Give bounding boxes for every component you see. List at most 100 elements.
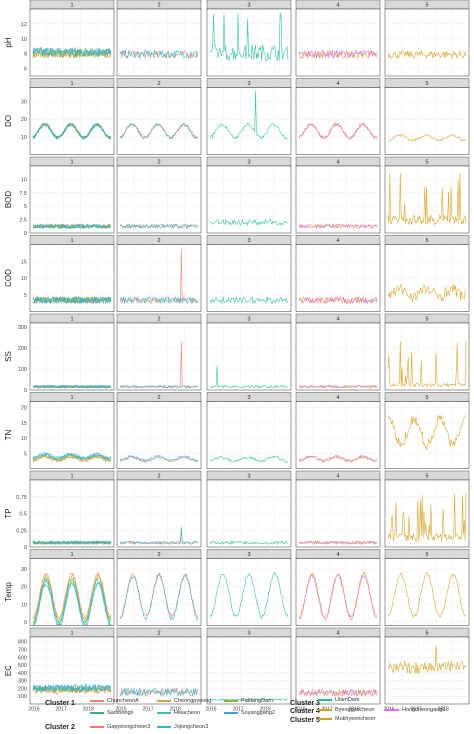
facet-strip-label: 2 — [157, 238, 160, 244]
series-line-mukhyeoncheon-ph — [387, 49, 467, 60]
y-tick-label: 10 — [21, 602, 27, 608]
legend-cluster-5-title: Cluster 5 — [290, 717, 320, 724]
facet-strip-label: 2 — [157, 552, 160, 558]
facet-panel — [384, 8, 470, 77]
series-line-mukhyeoncheon-ec — [387, 646, 467, 675]
y-tick-label: 200 — [18, 686, 27, 692]
series-line-gapyeongcheon3-cod — [119, 249, 199, 305]
row-label-cod: COD — [4, 269, 13, 287]
y-tick-label: 800 — [18, 640, 27, 646]
y-tick-label: 400 — [18, 671, 27, 677]
y-tick-label: 10 — [21, 276, 27, 282]
y-tick-label: 5 — [24, 293, 27, 299]
series-line-gapyeongcheon3-ph — [119, 50, 199, 60]
facet-panel — [116, 87, 202, 155]
series-line-uiamdam-ec — [209, 698, 289, 702]
facet-strip-label: 1 — [70, 552, 73, 558]
facet-strip-label: 4 — [336, 474, 339, 480]
facet-strip-label: 3 — [247, 395, 250, 401]
legend-cluster-2-title: Cluster 2 — [45, 724, 75, 731]
series-line-soyanggang2-ss — [32, 384, 112, 389]
x-tick-label: 2017 — [143, 707, 154, 713]
series-line-jojongcheon3-ss — [119, 384, 199, 389]
facet-strip-label: 2 — [157, 317, 160, 323]
facet-strip-label: 2 — [157, 81, 160, 87]
x-tick-label: 2018 — [260, 707, 271, 713]
y-tick-label: 0 — [24, 545, 27, 551]
series-line-soyanggang2-tn — [32, 452, 112, 460]
facet-strip-label: 3 — [247, 552, 250, 558]
y-tick-label: 0 — [24, 388, 27, 394]
legend-swatch-cheongpyeong — [157, 699, 171, 702]
facet-strip-label: 4 — [336, 395, 339, 401]
series-line-hongcheongang6-tn — [298, 454, 378, 462]
series-line-jojongcheon3-do — [119, 122, 199, 140]
legend-swatch-byeoggyecheon — [318, 708, 332, 711]
series-line-mukhyeoncheon-tp — [387, 493, 467, 543]
facet-panel — [295, 8, 381, 77]
row-label-ss: SS — [4, 351, 13, 362]
legend-cluster-4-title: Cluster 4 — [290, 708, 320, 715]
series-line-jojongcheon3-tp — [119, 526, 199, 546]
legend-swatch-mukhyeoncheon — [318, 717, 332, 720]
legend: Cluster 1 ChuncheonA Cheongpyeong Paldan… — [0, 697, 474, 734]
series-line-soyanggang2-bod — [32, 223, 112, 230]
legend-item-sambongli: Sambongli — [90, 710, 133, 716]
facet-panel — [206, 636, 292, 705]
y-tick-label: 5 — [24, 204, 27, 210]
series-line-uiamdam-do — [209, 90, 289, 140]
series-line-byeoggyecheon-bod — [298, 223, 378, 229]
y-tick-label: 6 — [24, 67, 27, 73]
facet-strip-label: 5 — [425, 631, 428, 637]
facet-strip-label: 5 — [425, 81, 428, 87]
y-tick-label: 5 — [24, 451, 27, 457]
series-line-jojongcheon3-cod — [119, 296, 199, 304]
row-label-ph: pH — [4, 37, 13, 47]
y-tick-label: 2.5 — [19, 218, 27, 224]
facet-panel — [29, 322, 115, 391]
facet-panel — [116, 8, 202, 77]
y-tick-label: 30 — [21, 567, 27, 573]
y-tick-label: 15 — [21, 421, 27, 427]
facet-strip-label: 3 — [247, 238, 250, 244]
y-tick-label: 700 — [18, 647, 27, 653]
facet-strip-label: 1 — [70, 474, 73, 480]
facet-panel — [295, 87, 381, 155]
x-tick-label: 2016 — [115, 707, 126, 713]
facet-strip-label: 1 — [70, 395, 73, 401]
y-tick-label: 300 — [18, 679, 27, 685]
facet-strip-label: 2 — [157, 160, 160, 166]
legend-swatch-chuncheona — [90, 699, 104, 702]
series-line-hwacheon-temp — [33, 579, 111, 626]
legend-item-cheongpyeong: Cheongpyeong — [157, 698, 211, 704]
facet-panel — [295, 558, 381, 626]
x-tick-label: 2018 — [349, 707, 360, 713]
facet-panel — [206, 322, 292, 391]
legend-row-1: Cluster 1 ChuncheonA Cheongpyeong Paldan… — [0, 697, 474, 710]
facet-strip-label: 4 — [336, 238, 339, 244]
facet-strip-label: 1 — [70, 317, 73, 323]
facet-panel — [295, 322, 381, 391]
facet-panel — [206, 401, 292, 469]
series-line-soyanggang2-ph — [32, 46, 112, 56]
series-line-jojongcheon3-bod — [120, 223, 199, 230]
y-tick-label: 10 — [21, 135, 27, 141]
legend-swatch-hongcheongang6 — [385, 708, 399, 711]
legend-swatch-sambongli — [90, 711, 104, 714]
facet-strip-label: 5 — [425, 317, 428, 323]
facet-panel — [29, 558, 115, 626]
legend-item-gapyeongcheon3: Gapyeongcheon3 — [90, 724, 150, 730]
facet-strip-label: 3 — [247, 3, 250, 9]
series-line-soyanggang2-cod — [32, 295, 112, 305]
series-line-mukhyeoncheon-cod — [387, 284, 467, 303]
legend-row-3: Cluster 2 Gapyeongcheon3 Jojongcheon3 Cl… — [0, 716, 474, 734]
x-tick-label: 2017 — [233, 707, 244, 713]
series-line-byeoggyecheon-tn — [298, 455, 378, 464]
legend-row-2: Sambongli Hwacheon Soyanggang2 Cluster 4… — [0, 707, 474, 722]
series-line-mukhyeoncheon-do — [387, 133, 467, 142]
facet-strip-label: 1 — [70, 238, 73, 244]
series-line-cheongpyeong-tn — [32, 454, 112, 463]
legend-swatch-uiamdam — [318, 698, 332, 701]
facet-strip-label: 4 — [336, 160, 339, 166]
facet-strip-label: 1 — [70, 81, 73, 87]
